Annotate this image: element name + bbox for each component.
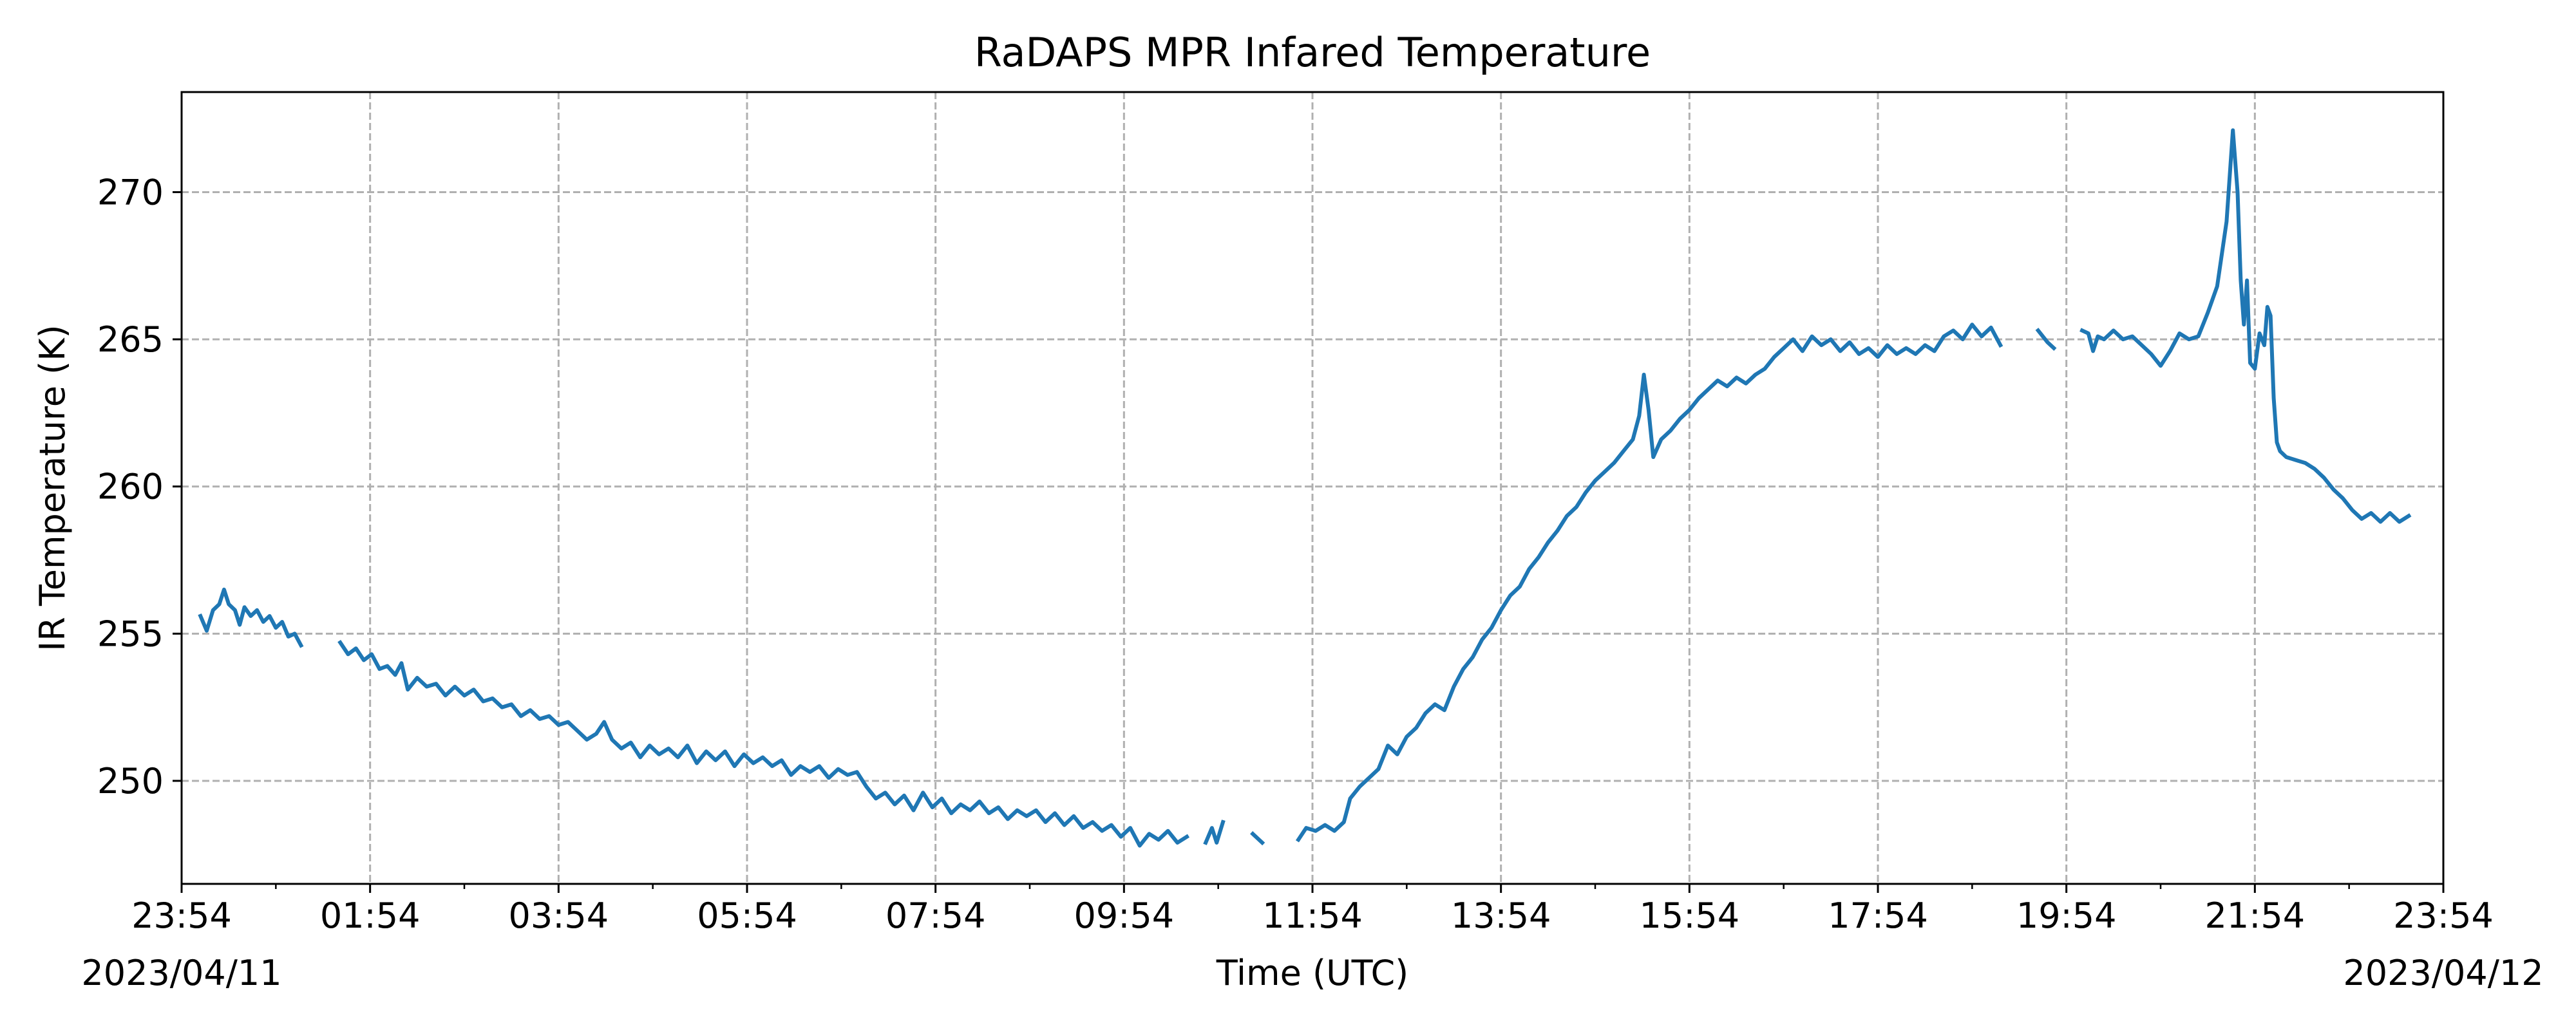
x-tick-label: 21:54 bbox=[2205, 895, 2306, 936]
x-axis-label: Time (UTC) bbox=[1216, 953, 1409, 993]
series-segment bbox=[337, 639, 1190, 848]
y-tick-label: 270 bbox=[97, 172, 164, 212]
x-tick-label: 13:54 bbox=[1451, 895, 1551, 936]
x-tick-label: 19:54 bbox=[2016, 895, 2117, 936]
x-tick-label: 15:54 bbox=[1640, 895, 1740, 936]
date-label: 2023/04/11 bbox=[81, 953, 281, 993]
series-segment bbox=[2079, 128, 2412, 524]
x-tick-label: 11:54 bbox=[1262, 895, 1363, 936]
x-tick-label: 23:54 bbox=[131, 895, 232, 936]
x-tick-label: 01:54 bbox=[320, 895, 421, 936]
y-tick-label: 260 bbox=[97, 467, 164, 507]
x-tick-label: 23:54 bbox=[2393, 895, 2494, 936]
y-axis: 250 255 260 265 270 bbox=[97, 172, 182, 801]
series-segment bbox=[1250, 831, 1265, 846]
date-labels: 2023/04/11 2023/04/12 bbox=[81, 953, 2543, 993]
x-axis: 23:54 01:54 03:54 05:54 07:54 09:54 11:54 13:54… bbox=[131, 884, 2494, 936]
x-tick-label: 07:54 bbox=[886, 895, 986, 936]
series-segment bbox=[1295, 323, 2003, 843]
series-segment bbox=[2035, 328, 2057, 351]
y-axis-label: IR Temperature (K) bbox=[32, 324, 73, 651]
grid bbox=[180, 92, 2445, 884]
y-tick-label: 265 bbox=[97, 319, 164, 360]
y-tick-label: 255 bbox=[97, 613, 164, 654]
x-tick-label: 17:54 bbox=[1828, 895, 1928, 936]
date-label: 2023/04/12 bbox=[2343, 953, 2543, 993]
x-tick-label: 09:54 bbox=[1074, 895, 1175, 936]
x-tick-label: 03:54 bbox=[509, 895, 609, 936]
series-line bbox=[198, 128, 2412, 848]
series-segment bbox=[1203, 819, 1226, 845]
chart-title: RaDAPS MPR Infared Temperature bbox=[974, 29, 1651, 76]
x-tick-label: 05:54 bbox=[697, 895, 797, 936]
series-segment bbox=[198, 587, 304, 648]
y-tick-label: 250 bbox=[97, 761, 164, 801]
